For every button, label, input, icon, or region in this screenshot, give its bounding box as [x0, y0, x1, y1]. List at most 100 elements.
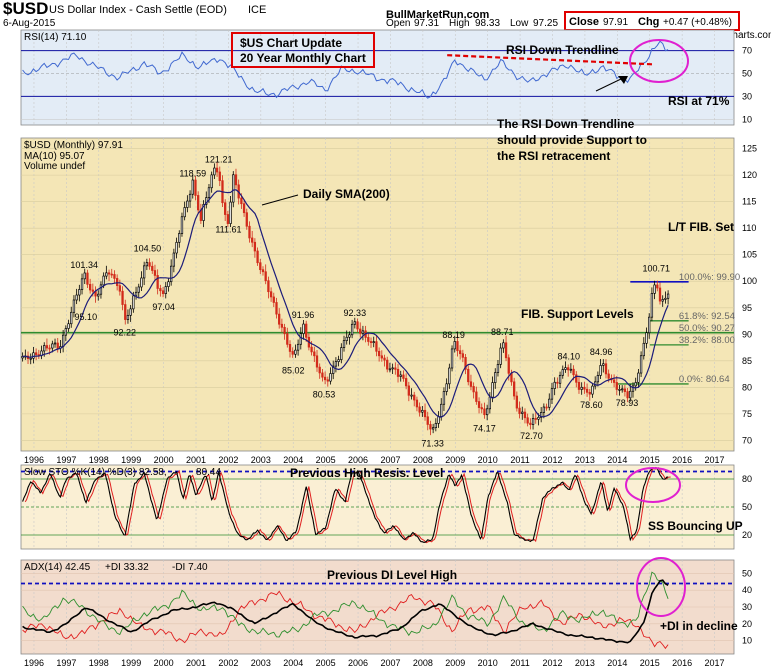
- candle-body: [291, 351, 294, 355]
- candle-body: [483, 408, 486, 416]
- price-tick-label: 110: [742, 223, 756, 233]
- x-tick-label-bottom: 2005: [316, 658, 336, 668]
- x-tick-label-bottom: 2002: [218, 658, 238, 668]
- candle-body: [232, 174, 235, 203]
- candle-body: [115, 278, 119, 286]
- candle-body: [496, 364, 500, 373]
- candle-body: [434, 423, 437, 428]
- candle-body: [564, 367, 567, 370]
- candle-body: [391, 367, 394, 370]
- candle-body: [118, 285, 121, 292]
- candle-body: [488, 396, 492, 410]
- candle-body: [202, 204, 205, 221]
- price-point-label: 84.96: [590, 347, 613, 357]
- candle-body: [294, 349, 297, 355]
- price-point-label: 118.59: [179, 169, 206, 179]
- candle-body: [134, 291, 138, 297]
- price-point-label: 100.71: [642, 263, 670, 273]
- exchange: ICE: [248, 4, 266, 16]
- candle-body: [70, 311, 73, 325]
- rsi-support-arrowhead: [618, 76, 628, 84]
- rsi-down-trendline: [447, 54, 654, 66]
- candle-body: [572, 368, 575, 376]
- candle-body: [607, 373, 610, 379]
- candle-body: [210, 174, 213, 189]
- price-point-label: 72.70: [520, 431, 543, 441]
- candle-body: [621, 388, 624, 391]
- x-tick-label-bottom: 2014: [607, 658, 627, 668]
- fib-level-label: 50.0%: 90.27: [679, 323, 735, 334]
- price-point-label: 84.10: [557, 352, 580, 362]
- candle-body: [407, 385, 410, 396]
- annotation-layer: $US Chart Update 20 Year Monthly Chart R…: [231, 32, 743, 633]
- candle-body: [267, 280, 270, 293]
- candle-body: [518, 407, 521, 414]
- sma-label: Daily SMA(200): [303, 187, 390, 201]
- candle-body: [556, 381, 559, 384]
- fib-support-label: FIB. Support Levels: [521, 307, 634, 321]
- fib-level-label: 61.8%: 92.54: [679, 311, 735, 322]
- candle-body: [121, 290, 124, 305]
- candle-body: [653, 284, 656, 294]
- candle-body: [369, 341, 373, 344]
- x-tick-label-top: 2013: [575, 455, 595, 465]
- price-tick-label: 75: [742, 409, 752, 419]
- price-point-label: 111.61: [215, 225, 241, 235]
- candle-body: [656, 284, 659, 289]
- fib-level-label: 0.0%: 80.64: [679, 374, 730, 385]
- candle-body: [299, 333, 302, 345]
- candle-body: [426, 416, 429, 425]
- symbol: $USD: [3, 0, 48, 18]
- candle-body: [264, 271, 267, 282]
- fib-level-label: 100.0%: 99.90: [679, 272, 740, 283]
- mdi-line: [22, 590, 669, 650]
- rsi-tick-label: 70: [742, 46, 752, 56]
- stochastic-layer: 20 50 80: [21, 466, 752, 544]
- candle-body: [615, 382, 618, 390]
- price-tick-label: 95: [742, 303, 752, 313]
- candle-body: [437, 416, 440, 424]
- candle-body: [332, 365, 335, 374]
- candle-body: [43, 345, 46, 352]
- candle-body: [386, 359, 389, 370]
- rsi-highlight-circle: [629, 39, 689, 83]
- chg-value: +0.47 (+0.48%): [663, 17, 732, 28]
- candle-body: [529, 422, 532, 425]
- candle-body: [380, 355, 383, 359]
- candle-body: [305, 323, 308, 338]
- adx-tick-label: 50: [742, 568, 752, 578]
- candle-body: [356, 321, 359, 330]
- candle-body: [313, 351, 316, 357]
- candle-body: [634, 382, 637, 387]
- price-point-label: 80.53: [313, 390, 336, 400]
- candle-body: [523, 411, 527, 419]
- price-tick-label: 85: [742, 356, 752, 366]
- candle-body: [78, 289, 81, 296]
- candle-body: [418, 406, 421, 413]
- x-tick-label-top: 2002: [218, 455, 238, 465]
- price-point-label: 74.17: [473, 423, 496, 433]
- candle-body: [170, 265, 173, 283]
- price-point-label: 88.71: [491, 327, 514, 337]
- candle-body: [648, 316, 651, 334]
- sma-pointer: [261, 194, 299, 206]
- price-point-label: 88.19: [442, 330, 465, 340]
- x-tick-label-top: 2007: [380, 455, 400, 465]
- open-label: Open: [386, 18, 410, 29]
- volume-legend: Volume undef: [24, 161, 85, 172]
- candle-body: [404, 378, 408, 387]
- x-tick-label-bottom: 2000: [154, 658, 174, 668]
- candle-body: [272, 296, 275, 303]
- x-tick-label-top: 2004: [283, 455, 303, 465]
- adx-legend: ADX(14) 42.45: [24, 562, 91, 573]
- candle-body: [229, 201, 232, 224]
- candle-body: [548, 398, 551, 408]
- candle-body: [450, 348, 454, 369]
- candle-body: [359, 328, 362, 334]
- candle-body: [453, 341, 456, 350]
- x-tick-label-bottom: 2012: [542, 658, 562, 668]
- candle-body: [326, 379, 329, 382]
- high-label: High: [449, 18, 470, 29]
- candle-body: [499, 347, 502, 365]
- candle-body: [445, 383, 448, 392]
